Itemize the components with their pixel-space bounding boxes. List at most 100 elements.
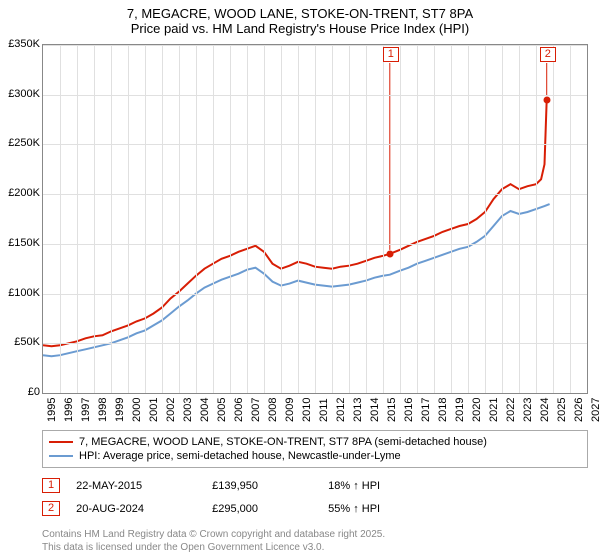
gridline-vertical xyxy=(315,45,316,393)
gridline-vertical xyxy=(468,45,469,393)
sale-point-1 xyxy=(386,250,393,257)
xtick-label: 2023 xyxy=(522,398,534,422)
legend-swatch-hpi xyxy=(49,455,73,457)
sale-delta-1: 18% ↑ HPI xyxy=(328,480,448,492)
xtick-label: 2020 xyxy=(471,398,483,422)
xtick-label: 2024 xyxy=(539,398,551,422)
xtick-label: 2013 xyxy=(352,398,364,422)
gridline-vertical xyxy=(111,45,112,393)
xtick-label: 2025 xyxy=(556,398,568,422)
sale-marker-label-2: 2 xyxy=(540,47,556,62)
sale-row-1: 1 22-MAY-2015 £139,950 18% ↑ HPI xyxy=(42,474,588,497)
legend-label-price-paid: 7, MEGACRE, WOOD LANE, STOKE-ON-TRENT, S… xyxy=(79,436,487,448)
sale-delta-2: 55% ↑ HPI xyxy=(328,503,448,515)
gridline-vertical xyxy=(502,45,503,393)
gridline-vertical xyxy=(264,45,265,393)
ytick-label: £250K xyxy=(8,137,40,149)
gridline-vertical xyxy=(366,45,367,393)
ytick-label: £300K xyxy=(8,88,40,100)
xtick-label: 2016 xyxy=(403,398,415,422)
title-line-2: Price paid vs. HM Land Registry's House … xyxy=(0,21,600,36)
xtick-label: 2014 xyxy=(369,398,381,422)
gridline-vertical xyxy=(179,45,180,393)
xtick-label: 2021 xyxy=(488,398,500,422)
gridline-vertical xyxy=(332,45,333,393)
gridline-vertical xyxy=(553,45,554,393)
sale-row-2: 2 20-AUG-2024 £295,000 55% ↑ HPI xyxy=(42,497,588,520)
xtick-label: 2003 xyxy=(182,398,194,422)
xtick-label: 2017 xyxy=(420,398,432,422)
xtick-label: 2008 xyxy=(267,398,279,422)
gridline-vertical xyxy=(281,45,282,393)
footer-attribution: Contains HM Land Registry data © Crown c… xyxy=(42,528,385,554)
ytick-label: £150K xyxy=(8,237,40,249)
gridline-vertical xyxy=(60,45,61,393)
plot-area: 12 xyxy=(42,44,588,394)
legend-swatch-price-paid xyxy=(49,441,73,444)
chart-title: 7, MEGACRE, WOOD LANE, STOKE-ON-TRENT, S… xyxy=(0,0,600,38)
ytick-label: £50K xyxy=(14,336,40,348)
xtick-label: 2001 xyxy=(148,398,160,422)
ytick-label: £100K xyxy=(8,287,40,299)
xtick-label: 1996 xyxy=(63,398,75,422)
ytick-label: £200K xyxy=(8,187,40,199)
xtick-label: 1997 xyxy=(80,398,92,422)
ytick-label: £0 xyxy=(28,386,40,398)
xtick-label: 2002 xyxy=(165,398,177,422)
legend-item-hpi: HPI: Average price, semi-detached house,… xyxy=(49,449,581,463)
xtick-label: 2006 xyxy=(233,398,245,422)
gridline-vertical xyxy=(298,45,299,393)
gridline-vertical xyxy=(230,45,231,393)
gridline-vertical xyxy=(196,45,197,393)
gridline-vertical xyxy=(247,45,248,393)
legend-box: 7, MEGACRE, WOOD LANE, STOKE-ON-TRENT, S… xyxy=(42,430,588,468)
gridline-vertical xyxy=(77,45,78,393)
gridline-vertical xyxy=(213,45,214,393)
title-line-1: 7, MEGACRE, WOOD LANE, STOKE-ON-TRENT, S… xyxy=(0,6,600,21)
sale-date-1: 22-MAY-2015 xyxy=(76,480,196,492)
xtick-label: 1998 xyxy=(97,398,109,422)
gridline-vertical xyxy=(485,45,486,393)
legend-label-hpi: HPI: Average price, semi-detached house,… xyxy=(79,450,401,462)
xtick-label: 2026 xyxy=(573,398,585,422)
gridline-vertical xyxy=(451,45,452,393)
gridline-vertical xyxy=(400,45,401,393)
xtick-label: 2000 xyxy=(131,398,143,422)
gridline-vertical xyxy=(519,45,520,393)
sale-price-1: £139,950 xyxy=(212,480,312,492)
xtick-label: 2012 xyxy=(335,398,347,422)
series-price_paid xyxy=(43,100,547,347)
footer-line-1: Contains HM Land Registry data © Crown c… xyxy=(42,528,385,541)
xtick-label: 1995 xyxy=(46,398,58,422)
xtick-label: 2009 xyxy=(284,398,296,422)
gridline-vertical xyxy=(94,45,95,393)
xtick-label: 2015 xyxy=(386,398,398,422)
sales-table: 1 22-MAY-2015 £139,950 18% ↑ HPI 2 20-AU… xyxy=(42,474,588,520)
sale-price-2: £295,000 xyxy=(212,503,312,515)
xtick-label: 2007 xyxy=(250,398,262,422)
xtick-label: 2011 xyxy=(318,398,330,422)
legend-item-price-paid: 7, MEGACRE, WOOD LANE, STOKE-ON-TRENT, S… xyxy=(49,435,581,449)
xtick-label: 2018 xyxy=(437,398,449,422)
gridline-vertical xyxy=(570,45,571,393)
sale-point-2 xyxy=(543,96,550,103)
gridline-vertical xyxy=(349,45,350,393)
xtick-label: 2019 xyxy=(454,398,466,422)
gridline-vertical xyxy=(536,45,537,393)
gridline-vertical xyxy=(434,45,435,393)
gridline-vertical xyxy=(162,45,163,393)
sale-marker-label-1: 1 xyxy=(383,47,399,62)
xtick-label: 2022 xyxy=(505,398,517,422)
gridline-vertical xyxy=(417,45,418,393)
sale-date-2: 20-AUG-2024 xyxy=(76,503,196,515)
chart-container: 7, MEGACRE, WOOD LANE, STOKE-ON-TRENT, S… xyxy=(0,0,600,560)
xtick-label: 1999 xyxy=(114,398,126,422)
xtick-label: 2004 xyxy=(199,398,211,422)
gridline-vertical xyxy=(128,45,129,393)
gridline-vertical xyxy=(383,45,384,393)
xtick-label: 2005 xyxy=(216,398,228,422)
sale-marker-1: 1 xyxy=(42,478,60,493)
sale-marker-2: 2 xyxy=(42,501,60,516)
footer-line-2: This data is licensed under the Open Gov… xyxy=(42,541,385,554)
xtick-label: 2010 xyxy=(301,398,313,422)
